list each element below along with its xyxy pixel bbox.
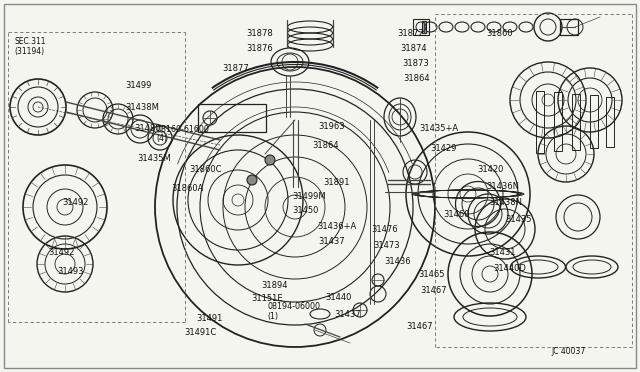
Text: 31499: 31499 [125, 81, 151, 90]
Text: 31894: 31894 [261, 281, 287, 290]
Text: SEC.311
(31194): SEC.311 (31194) [14, 37, 45, 56]
Text: 31440D: 31440D [493, 264, 525, 273]
Text: 31437: 31437 [334, 310, 361, 319]
Text: 31963: 31963 [319, 122, 346, 131]
Text: 31440: 31440 [325, 293, 351, 302]
Text: 31860C: 31860C [189, 165, 221, 174]
Text: 31436+A: 31436+A [317, 222, 356, 231]
Text: 31438M: 31438M [125, 103, 159, 112]
Text: 31467: 31467 [406, 322, 433, 331]
Text: 31420: 31420 [477, 165, 503, 174]
Bar [554, 92, 562, 151]
Text: 31431: 31431 [489, 248, 515, 257]
Text: 31874: 31874 [400, 44, 427, 53]
Bar [590, 95, 598, 148]
Text: 31467: 31467 [420, 286, 447, 295]
Text: 31864: 31864 [312, 141, 339, 150]
Text: 31491C: 31491C [184, 328, 216, 337]
Text: 08160-61600
(4): 08160-61600 (4) [157, 125, 210, 143]
Text: 31429: 31429 [430, 144, 456, 153]
Text: 31491: 31491 [196, 314, 223, 323]
Text: 31492: 31492 [62, 198, 88, 207]
Bar [572, 94, 580, 150]
Text: 31473: 31473 [374, 241, 401, 250]
Bar [536, 91, 544, 153]
Text: 31151E: 31151E [251, 294, 282, 303]
Text: 31438N: 31438N [489, 198, 522, 207]
Text: 31860: 31860 [486, 29, 513, 38]
Bar [413, 19, 429, 35]
Text: 31873: 31873 [402, 59, 429, 68]
Text: 31437: 31437 [318, 237, 345, 246]
Text: 08194-06000
(1): 08194-06000 (1) [268, 302, 321, 321]
Text: 31877: 31877 [222, 64, 249, 73]
Text: 31460: 31460 [443, 210, 469, 219]
Text: 31493: 31493 [58, 267, 84, 276]
Text: 31860A: 31860A [171, 184, 204, 193]
Bar [422, 21, 426, 33]
Circle shape [265, 155, 275, 165]
Bar [560, 19, 578, 35]
Text: 31435: 31435 [506, 215, 532, 224]
Text: 31480: 31480 [134, 124, 161, 133]
Text: 31891: 31891 [323, 178, 349, 187]
Text: 31499M: 31499M [292, 192, 326, 201]
Text: 31465: 31465 [418, 270, 444, 279]
Text: 31476: 31476 [371, 225, 398, 234]
Text: 31435+A: 31435+A [419, 124, 458, 133]
Circle shape [247, 175, 257, 185]
Bar [606, 97, 614, 147]
Text: 31450: 31450 [292, 206, 319, 215]
Text: 31435M: 31435M [138, 154, 172, 163]
Text: 31876: 31876 [246, 44, 273, 53]
Bar [198, 104, 266, 132]
Text: 31492: 31492 [48, 248, 74, 257]
Text: 31436N: 31436N [486, 182, 520, 190]
Text: JC 40037: JC 40037 [552, 347, 586, 356]
Text: 31864: 31864 [403, 74, 430, 83]
Text: 31878: 31878 [246, 29, 273, 38]
Text: 31872: 31872 [397, 29, 424, 38]
Text: 31436: 31436 [384, 257, 411, 266]
